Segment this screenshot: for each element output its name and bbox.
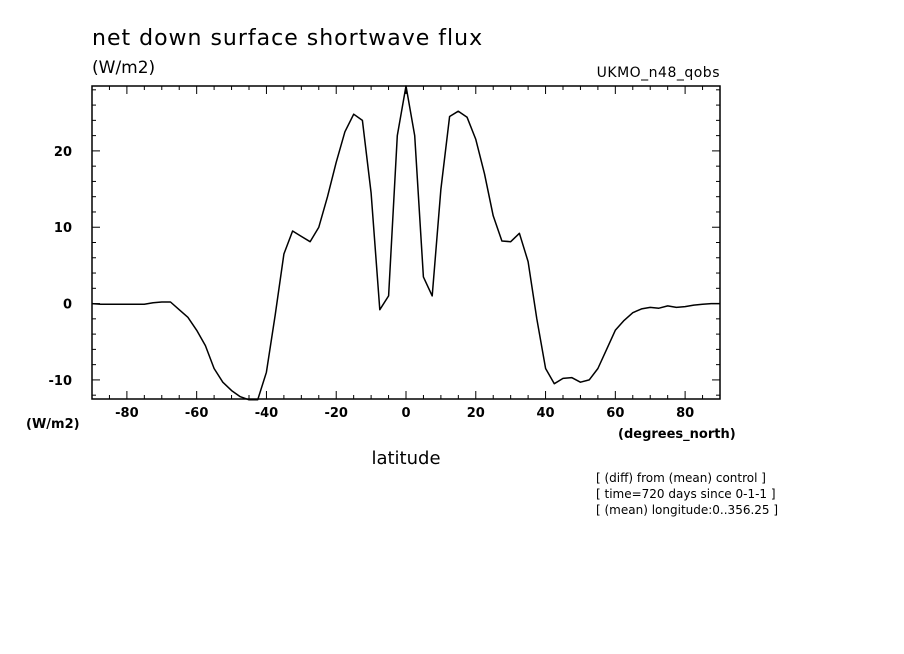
x-tick-label: 80 bbox=[676, 406, 694, 421]
units-label: (W/m2) bbox=[92, 58, 155, 78]
x-tick-label: 40 bbox=[537, 406, 555, 421]
x-tick-label: 0 bbox=[401, 406, 410, 421]
note-time: [ time=720 days since 0-1-1 ] bbox=[596, 487, 776, 501]
model-label: UKMO_n48_qobs bbox=[597, 65, 720, 81]
x-tick-label: -60 bbox=[185, 406, 209, 421]
plot-frame bbox=[91, 85, 721, 400]
x-tick-label: -40 bbox=[255, 406, 279, 421]
x-tick-label: -80 bbox=[115, 406, 139, 421]
x-axis-label: latitude bbox=[371, 448, 440, 469]
y-tick-label: -10 bbox=[49, 374, 73, 389]
y-units-label: (W/m2) bbox=[26, 417, 80, 432]
series-line bbox=[91, 85, 720, 401]
axis-ticks bbox=[91, 86, 721, 399]
y-tick-label: 0 bbox=[63, 298, 72, 313]
chart-title: net down surface shortwave flux bbox=[92, 26, 483, 51]
note-diff: [ (diff) from (mean) control ] bbox=[596, 471, 766, 485]
x-units-label: (degrees_north) bbox=[618, 427, 736, 442]
y-tick-label: 10 bbox=[54, 221, 72, 236]
axis-tick-labels: -80 -60 -40 -20 0 20 40 60 80 -10 0 10 20 bbox=[49, 145, 695, 421]
y-tick-label: 20 bbox=[54, 145, 72, 160]
note-longitude: [ (mean) longitude:0..356.25 ] bbox=[596, 503, 778, 517]
x-tick-label: -20 bbox=[324, 406, 348, 421]
x-tick-label: 60 bbox=[606, 406, 624, 421]
x-tick-label: 20 bbox=[467, 406, 485, 421]
